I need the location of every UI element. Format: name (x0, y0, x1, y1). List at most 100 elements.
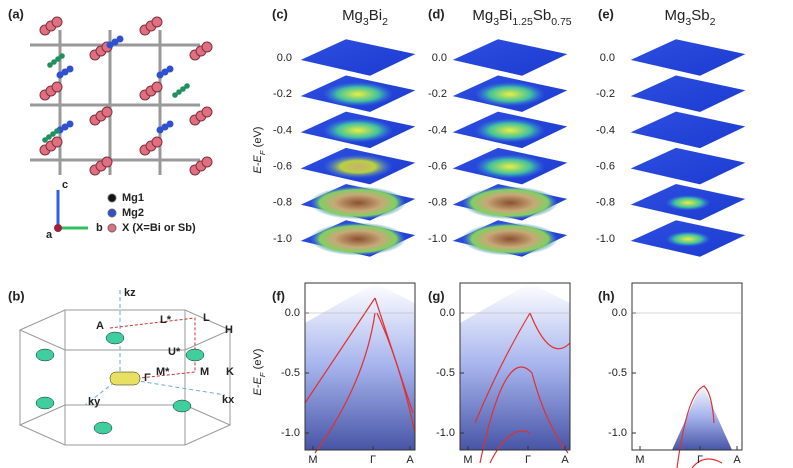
y-tick-label: -0.6 (273, 161, 292, 173)
bz-point-label: L (203, 312, 210, 324)
atom (166, 120, 174, 128)
intensity-blob (665, 195, 711, 211)
x-tick-label: Γ (370, 454, 376, 466)
text-part: Mg (342, 7, 363, 24)
y-tick-label: -0.8 (428, 197, 447, 209)
y-tick-label: 0.0 (600, 52, 615, 64)
x-tick-label: Γ (697, 454, 703, 466)
brillouin-zone (18, 290, 232, 446)
band-curve (314, 312, 376, 454)
atom (42, 137, 48, 143)
y-tick-label: -0.5 (281, 367, 300, 379)
legend-label: Mg2 (122, 207, 144, 219)
panel-label: (c) (272, 6, 288, 21)
text-part: 3 (363, 16, 369, 28)
bz-point-label: ky (88, 396, 101, 408)
energy-plane (629, 147, 747, 185)
atom (51, 81, 63, 93)
crystal-structure (30, 30, 200, 175)
energy-plane (629, 38, 747, 77)
bz-point-label: K (226, 366, 234, 378)
energy-plane (451, 38, 569, 77)
band-plot (459, 282, 571, 464)
y-tick-label: -0.4 (428, 124, 447, 136)
panel-title: Mg3Bi2 (342, 7, 388, 28)
y-tick-label: -0.5 (608, 367, 627, 379)
bz-point-label: A (96, 320, 104, 332)
intensity-blob (474, 118, 546, 143)
panel-label: (d) (428, 6, 445, 21)
y-tick-label: 0.0 (285, 307, 300, 319)
text-part: Sb (691, 7, 709, 24)
text-part: 3 (493, 16, 499, 28)
band-curve (676, 385, 715, 468)
spectral-weight (460, 283, 570, 450)
intensity-blob (310, 222, 406, 256)
y-tick-label: -0.4 (273, 124, 292, 136)
plot-frame (304, 282, 416, 451)
atom (59, 53, 65, 59)
bz-point-label: L* (160, 314, 172, 326)
legend-marker (107, 208, 117, 218)
atom (50, 131, 56, 137)
axis-origin (54, 224, 62, 232)
x-tick-label: A (733, 454, 741, 466)
atom (184, 83, 190, 89)
atom (201, 156, 213, 168)
atom (51, 59, 57, 65)
panel-label: (a) (8, 6, 24, 21)
text-part: 3 (685, 16, 691, 28)
intensity-blob (310, 186, 406, 220)
y-tick-label: -0.6 (596, 161, 615, 173)
x-tick-label: M (463, 454, 472, 466)
atom (116, 35, 124, 43)
y-tick-label: 0.0 (432, 52, 447, 64)
atom (54, 128, 60, 134)
atom (201, 41, 213, 53)
y-axis-label: E-EF (eV) (252, 127, 267, 174)
bz-point-label: kx (222, 394, 235, 406)
atom (166, 65, 174, 73)
y-tick-label: -0.4 (596, 124, 615, 136)
bz-point-label: Γ (144, 372, 151, 384)
bz-point-label: M* (156, 366, 170, 378)
axis-label: b (96, 222, 103, 234)
band-curve (531, 372, 569, 454)
y-tick-label: -0.5 (436, 367, 455, 379)
plot-frame (631, 282, 743, 451)
y-tick-label: -0.2 (428, 88, 447, 100)
atom (201, 106, 213, 118)
atom (151, 16, 163, 28)
text-part: Mg (665, 7, 686, 24)
legend-marker (107, 193, 117, 203)
text-part: F (258, 149, 267, 155)
text-part: (eV) (252, 127, 264, 151)
band-plot (304, 282, 416, 454)
text-part: 2 (710, 16, 716, 28)
atom (101, 106, 113, 118)
atom (66, 65, 74, 73)
x-tick-label: A (561, 454, 569, 466)
band-curve (529, 312, 571, 350)
x-tick-label: M (308, 454, 317, 466)
bz-point-label: kz (124, 287, 136, 299)
atom (66, 120, 74, 128)
y-tick-label: -1.0 (436, 427, 455, 439)
atoms (39, 16, 213, 176)
y-tick-label: -1.0 (281, 427, 300, 439)
intensity-blob (462, 186, 558, 220)
y-tick-label: -1.0 (608, 427, 627, 439)
text-part: Bi (369, 7, 382, 24)
plot-frame (459, 282, 571, 451)
text-part: F (258, 371, 267, 377)
legend-label: X (X=Bi or Sb) (122, 222, 196, 234)
axis-label: c (62, 179, 68, 191)
panel-title: Mg3Bi1.25Sb0.75 (472, 7, 571, 28)
legend-marker (107, 223, 117, 233)
band-curve (304, 297, 376, 404)
text-part: 2 (382, 16, 388, 28)
y-tick-label: -0.2 (596, 88, 615, 100)
atom (55, 56, 61, 62)
atom (172, 92, 178, 98)
